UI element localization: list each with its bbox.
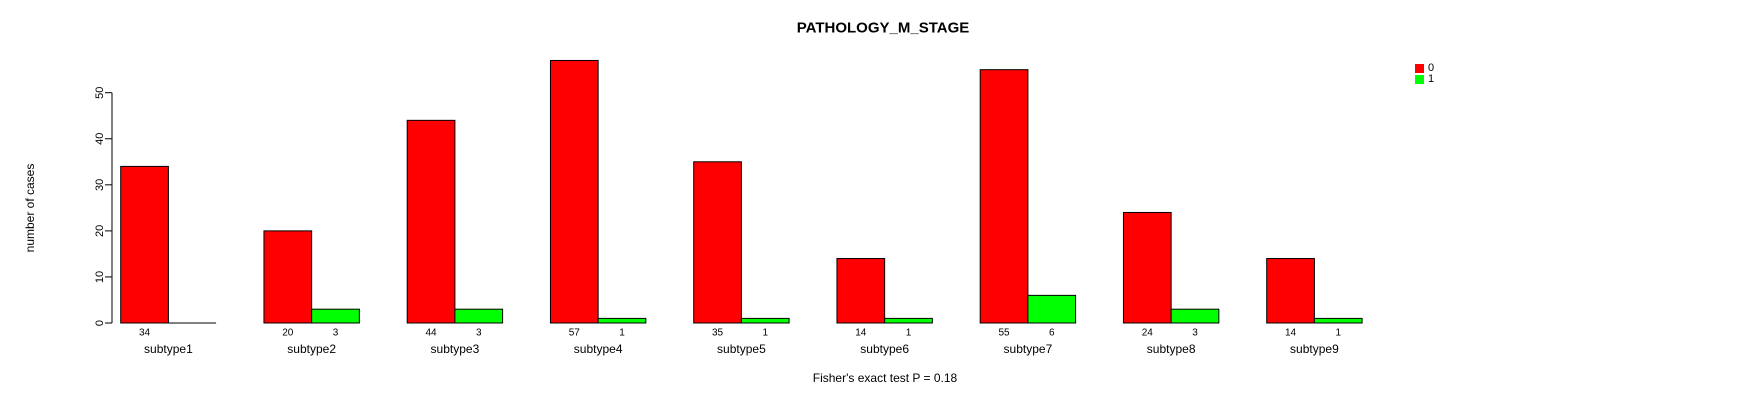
legend-entry-0: 0: [1415, 62, 1435, 74]
category-label-subtype4: subtype4: [574, 342, 623, 356]
bar-value-label-subtype8-series-1: 3: [1192, 328, 1198, 339]
bar-value-label-subtype7-series-1: 6: [1049, 328, 1055, 339]
bar-subtype6-series-0: [836, 258, 886, 324]
legend-entry-1: 1: [1415, 73, 1435, 85]
category-label-subtype3: subtype3: [431, 342, 480, 356]
chart-title: PATHOLOGY_M_STAGE: [796, 19, 970, 37]
bar-value-label-subtype9-series-1: 1: [1335, 328, 1341, 339]
bar-value-label-subtype1-series-0: 34: [139, 328, 151, 339]
bar-subtype3-series-0: [406, 119, 456, 324]
bar-subtype3-series-1: [454, 308, 504, 324]
bar-value-label-subtype6-series-0: 14: [855, 328, 867, 339]
y-axis-label: number of cases: [23, 163, 37, 253]
bar-subtype8-series-1: [1170, 308, 1220, 324]
bar-subtype7-series-1: [1027, 294, 1077, 324]
y-axis-tick-label: 50: [94, 87, 106, 99]
legend-label: 1: [1428, 73, 1435, 85]
category-label-subtype1: subtype1: [144, 342, 193, 356]
bar-subtype1-series-0: [120, 165, 169, 324]
category-label-subtype6: subtype6: [860, 342, 909, 356]
legend: 0 1: [1415, 62, 1435, 85]
legend-swatch-red: [1415, 64, 1424, 73]
bar-value-label-subtype4-series-0: 57: [569, 328, 581, 339]
bar-subtype9-series-1: [1313, 317, 1363, 324]
bar-value-label-subtype8-series-0: 24: [1142, 328, 1154, 339]
bar-subtype2-series-0: [263, 230, 313, 324]
y-axis-tick-label: 0: [94, 320, 106, 326]
legend-label: 0: [1428, 62, 1435, 74]
bar-subtype7-series-0: [979, 69, 1029, 324]
bar-subtype2-series-1: [311, 308, 360, 324]
category-label-subtype7: subtype7: [1004, 342, 1053, 356]
bar-subtype4-series-1: [597, 317, 647, 324]
bar-value-label-subtype9-series-0: 14: [1285, 328, 1297, 339]
category-label-subtype5: subtype5: [717, 342, 766, 356]
y-axis-tick-label: 40: [94, 133, 106, 145]
bar-subtype5-series-0: [693, 161, 742, 324]
fisher-test-annotation: Fisher's exact test P = 0.18: [812, 371, 958, 385]
bar-subtype8-series-0: [1122, 211, 1172, 324]
category-label-subtype8: subtype8: [1147, 342, 1196, 356]
bar-value-label-subtype3-series-1: 3: [476, 328, 482, 339]
y-axis-tick-label: 20: [94, 225, 106, 237]
category-label-subtype2: subtype2: [287, 342, 336, 356]
bar-subtype5-series-1: [740, 317, 790, 324]
bar-subtype6-series-1: [884, 317, 933, 324]
bar-value-label-subtype6-series-1: 1: [906, 328, 912, 339]
bar-subtype9-series-0: [1266, 258, 1315, 324]
bar-value-label-subtype2-series-1: 3: [333, 328, 339, 339]
legend-swatch-green: [1415, 75, 1424, 84]
category-label-subtype9: subtype9: [1290, 342, 1339, 356]
bar-value-label-subtype7-series-0: 55: [998, 328, 1010, 339]
bar-value-label-subtype3-series-0: 44: [425, 328, 437, 339]
bar-subtype4-series-0: [549, 59, 599, 324]
bar-value-label-subtype4-series-1: 1: [619, 328, 625, 339]
y-axis-tick-label: 30: [94, 179, 106, 191]
bar-value-label-subtype5-series-0: 35: [712, 328, 724, 339]
y-axis-tick-label: 10: [94, 271, 106, 283]
bar-value-label-subtype2-series-0: 20: [282, 328, 294, 339]
bar-value-label-subtype5-series-1: 1: [762, 328, 768, 339]
